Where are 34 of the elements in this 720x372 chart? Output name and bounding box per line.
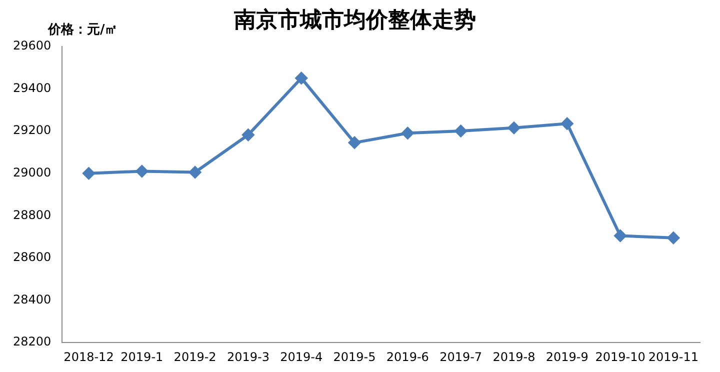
point: [667, 232, 680, 244]
x-tick-label: 2019-7: [440, 350, 482, 364]
x-tick-label: 2019-10: [595, 350, 646, 364]
point: [242, 128, 254, 141]
x-tick-label: 2018-12: [64, 350, 114, 364]
point: [82, 167, 95, 180]
y-axis-title: 价格：元/㎡: [47, 22, 118, 38]
y-tick-label: 29600: [12, 38, 52, 53]
point: [189, 166, 202, 178]
point: [402, 127, 414, 140]
y-tick-label: 29400: [12, 80, 52, 95]
chart-title: 南京市城市均价整体走势: [233, 6, 476, 33]
point: [295, 72, 308, 84]
x-tick-label: 2019-8: [492, 350, 536, 364]
x-tick-label: 2019-11: [648, 350, 698, 364]
point: [348, 136, 361, 149]
y-tick-label: 28200: [12, 334, 52, 349]
y-tick-label: 28800: [12, 208, 52, 222]
x-tick-label: 2019-1: [120, 350, 164, 364]
x-tick-label: 2019-3: [226, 350, 270, 364]
point: [508, 122, 520, 134]
point: [561, 118, 574, 130]
y-tick-label: 28600: [12, 250, 52, 264]
x-tick-label: 2019-4: [280, 350, 323, 364]
point: [454, 125, 467, 138]
point: [614, 230, 626, 242]
y-tick-label: 29200: [12, 123, 52, 138]
x-tick-label: 2019-5: [333, 350, 376, 364]
x-tick-label: 2019-6: [386, 350, 429, 364]
y-tick-label: 29000: [12, 165, 52, 180]
y-tick-label: 28400: [12, 292, 52, 306]
x-tick-label: 2019-2: [174, 350, 216, 364]
x-tick-label: 2019-9: [546, 350, 588, 364]
point: [136, 165, 148, 178]
